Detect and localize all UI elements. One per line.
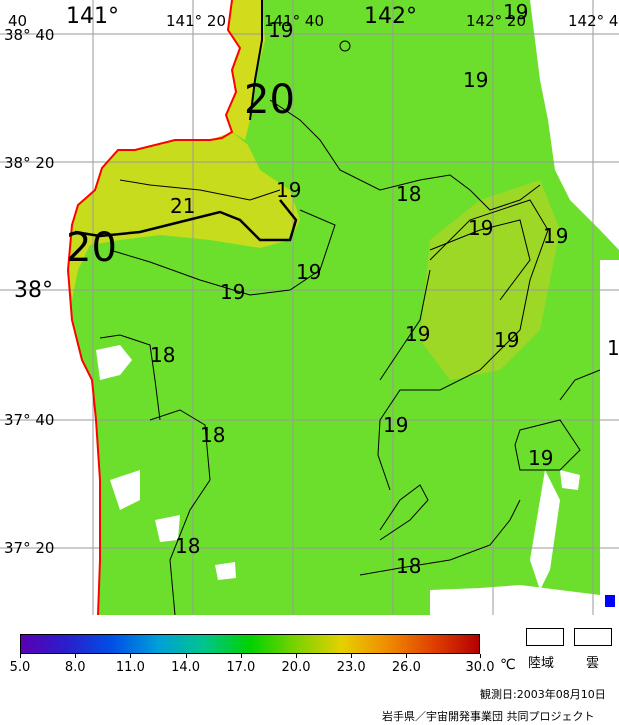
isotherm-label: 21 <box>170 194 196 218</box>
longitude-label: 142° 4 <box>568 12 619 30</box>
warm-water-zone <box>68 132 300 300</box>
isotherm-label: 1 <box>607 336 619 360</box>
cloud-patch <box>560 470 580 490</box>
isotherm-label: 19 <box>296 260 322 284</box>
coastline <box>66 0 242 615</box>
isotherm-label: 19 <box>220 280 246 304</box>
colorbar-tick-label: 5.0 <box>9 660 31 675</box>
isotherm-label: 18 <box>175 534 201 558</box>
isotherm-label: 18 <box>200 423 226 447</box>
land-area-northeast <box>530 0 619 250</box>
isotherm-label: 19 <box>494 328 520 352</box>
colorbar-tick <box>20 654 21 658</box>
colorbar-unit: ℃ <box>500 657 516 673</box>
longitude-label: 141° <box>66 4 119 29</box>
latitude-label: 37° 20 <box>4 539 55 557</box>
cloud-patch <box>430 585 600 615</box>
cloud-legend-label: 雲 <box>586 656 600 671</box>
land-legend-label: 陸域 <box>528 656 555 671</box>
isotherm-label: 19 <box>543 224 569 248</box>
longitude-label: 141° 20 <box>166 12 226 30</box>
land-legend-swatch <box>526 628 564 646</box>
colorbar-tick-label: 23.0 <box>336 660 366 675</box>
isotherm-label: 19 <box>463 68 489 92</box>
isotherm-label: 19 <box>276 178 302 202</box>
latitude-label: 37° 40 <box>4 411 55 429</box>
cloud-legend-swatch <box>574 628 612 646</box>
isotherms <box>74 0 601 615</box>
isotherm-label: 18 <box>150 343 176 367</box>
colorbar-tick <box>406 654 408 658</box>
colorbar-tick-label: 30.0 <box>465 660 495 675</box>
colorbar-tick <box>130 654 132 658</box>
observation-date: 観測日:2003年08月10日 <box>480 688 606 701</box>
lat-lon-grid <box>0 0 619 615</box>
cloud-patch <box>96 345 132 380</box>
colorbar-tick <box>75 654 77 658</box>
isotherm-label: 19 <box>268 18 294 42</box>
colorbar-tick <box>296 654 297 658</box>
longitude-label: 141° 40 <box>264 12 324 30</box>
latitude-label: 38° <box>14 278 53 303</box>
latitude-label: 38° 40 <box>4 26 55 44</box>
cloud-patch <box>110 470 140 510</box>
colorbar-tick-label: 20.0 <box>281 660 311 675</box>
colorbar-tick-label: 11.0 <box>115 660 145 675</box>
land-area <box>0 0 240 615</box>
colorbar-tick <box>480 654 481 658</box>
isotherm-label: 19 <box>503 0 529 24</box>
isotherm-label: 19 <box>405 322 431 346</box>
isotherm-label: 18 <box>396 554 422 578</box>
longitude-label: 142° 20 <box>466 12 526 30</box>
colorbar-tick-label: 26.0 <box>391 660 421 675</box>
isotherm-label: 20 <box>244 77 295 123</box>
cloud-patch <box>215 562 236 580</box>
longitude-label: 40 <box>8 12 28 30</box>
colorbar-tick-label: 17.0 <box>226 660 256 675</box>
warm-water-offshore <box>420 180 560 380</box>
colorbar-tick <box>351 654 353 658</box>
colorbar-tick <box>240 654 242 658</box>
latitude-label: 38° 20 <box>4 154 55 172</box>
isotherm-label: 18 <box>396 182 422 206</box>
cloud-patch <box>155 515 180 542</box>
credit-line: 岩手県／宇宙開発事業団 共同プロジェクト <box>382 710 595 723</box>
isotherm-label: 19 <box>383 413 409 437</box>
temperature-colorbar <box>20 634 480 654</box>
sea-surface-temperature-map <box>0 0 619 615</box>
colorbar-tick <box>185 654 187 658</box>
cloud-patch <box>530 470 560 590</box>
isotherm-label: 20 <box>66 225 117 271</box>
isotherm-label: 19 <box>468 216 494 240</box>
warm-water-zone-north <box>226 0 265 140</box>
missing-data-mark <box>605 595 615 607</box>
colorbar-tick-label: 14.0 <box>171 660 201 675</box>
longitude-label: 142° <box>364 4 417 29</box>
colorbar-tick-label: 8.0 <box>64 660 86 675</box>
land-area-east <box>600 260 619 615</box>
isotherm-label: 19 <box>528 446 554 470</box>
